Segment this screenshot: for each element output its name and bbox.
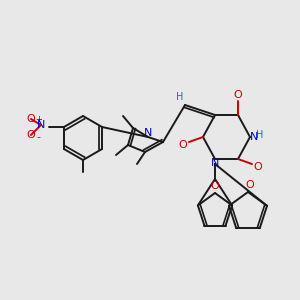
Text: H: H: [176, 92, 184, 102]
Text: N: N: [250, 132, 258, 142]
Text: O: O: [178, 140, 188, 150]
Text: O: O: [234, 90, 242, 100]
Text: N: N: [144, 128, 152, 138]
Text: H: H: [256, 130, 264, 140]
Text: O: O: [27, 130, 35, 140]
Text: O: O: [246, 180, 254, 190]
Text: -: -: [37, 132, 41, 142]
Text: N: N: [37, 120, 45, 130]
Text: O: O: [254, 162, 262, 172]
Text: O: O: [27, 114, 35, 124]
Text: O: O: [211, 181, 219, 191]
Text: +: +: [35, 115, 42, 124]
Text: N: N: [211, 158, 219, 168]
